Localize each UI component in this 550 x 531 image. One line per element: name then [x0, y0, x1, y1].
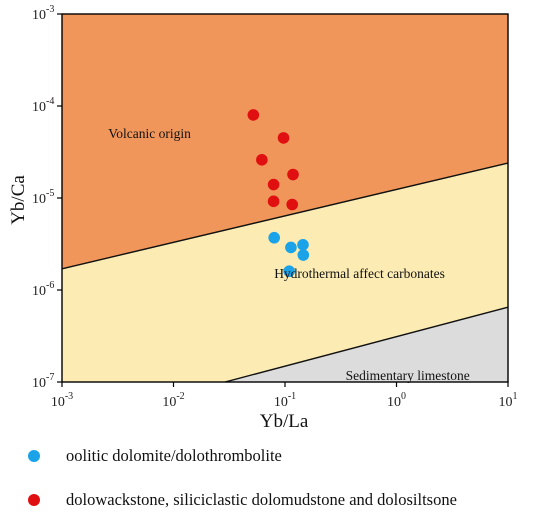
point-dolowackstone	[277, 132, 290, 144]
point-oolitic	[297, 249, 310, 261]
region-label-hydrothermal: Hydrothermal affect carbonates	[274, 266, 445, 281]
region-label-sedimentary-limestone: Sedimentary limestone	[346, 368, 470, 383]
legend-marker-oolitic	[28, 450, 40, 462]
x-axis-title: Yb/La	[260, 411, 309, 432]
point-oolitic	[285, 241, 297, 254]
point-dolowackstone	[256, 154, 268, 166]
x-tick-label: 10-2	[162, 391, 184, 410]
y-tick-label: 10-4	[32, 96, 54, 115]
legend-item-dolowackstone: dolowackstone, siliciclastic dolomudston…	[28, 487, 457, 513]
x-tick-label: 101	[499, 391, 518, 410]
y-tick-label: 10-6	[32, 280, 54, 299]
point-dolowackstone	[267, 195, 280, 208]
boundary-layer	[61, 162, 509, 383]
legend-label-oolitic: oolitic dolomite/dolothrombolite	[66, 446, 282, 465]
boundary-line-upper	[61, 162, 509, 270]
boundary-line-lower	[224, 306, 509, 383]
scatter-chart: 10-3 10-2 10-1 100 101 10-3 10-4 10-5 10-6 10-7 V…	[8, 4, 518, 432]
point-oolitic	[268, 231, 280, 244]
point-dolowackstone	[286, 198, 298, 211]
tick-layer: 10-3 10-2 10-1 100 101 10-3 10-4 10-5 10-6 10-7	[32, 4, 518, 410]
y-tick-label: 10-7	[32, 372, 54, 391]
legend-item-oolitic: oolitic dolomite/dolothrombolite	[28, 443, 457, 469]
y-axis-title: Yb/Ca	[8, 175, 29, 225]
point-layer	[247, 109, 310, 278]
point-dolowackstone	[247, 109, 260, 121]
point-dolowackstone	[287, 168, 299, 181]
legend-marker-dolowackstone	[28, 494, 40, 506]
point-oolitic	[297, 238, 309, 251]
region-label-layer: Volcanic origin Hydrothermal affect carbo…	[108, 126, 470, 383]
legend-label-dolowackstone: dolowackstone, siliciclastic dolomudston…	[66, 490, 457, 509]
y-tick-label: 10-3	[32, 4, 54, 23]
legend: oolitic dolomite/dolothrombolite dolowac…	[28, 443, 457, 531]
x-tick-label: 10-1	[274, 391, 296, 410]
y-tick-label: 10-5	[32, 188, 54, 207]
region-label-volcanic-origin: Volcanic origin	[108, 126, 191, 141]
region-layer	[62, 14, 508, 382]
point-dolowackstone	[267, 178, 280, 191]
point-oolitic	[283, 265, 295, 278]
x-tick-label: 10-3	[51, 391, 73, 410]
x-tick-label: 100	[387, 391, 406, 410]
